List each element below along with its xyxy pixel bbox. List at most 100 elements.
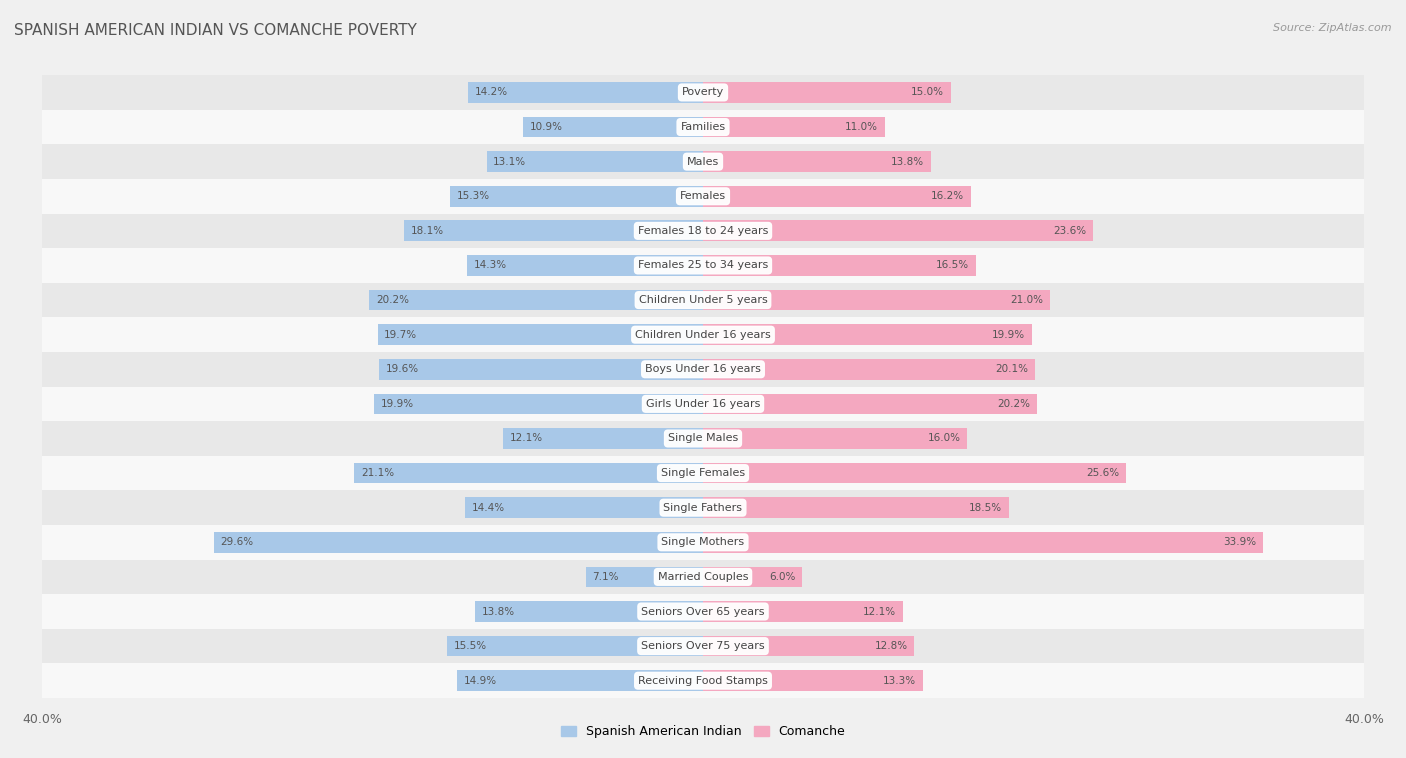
Bar	[703, 393, 1036, 415]
Text: Source: ZipAtlas.com: Source: ZipAtlas.com	[1274, 23, 1392, 33]
Bar	[42, 490, 1364, 525]
Bar	[380, 359, 703, 380]
Text: Boys Under 16 years: Boys Under 16 years	[645, 365, 761, 374]
Bar	[457, 670, 703, 691]
Text: Girls Under 16 years: Girls Under 16 years	[645, 399, 761, 409]
Bar	[42, 387, 1364, 421]
Text: 14.9%: 14.9%	[464, 675, 496, 686]
Text: 29.6%: 29.6%	[221, 537, 253, 547]
Text: 16.5%: 16.5%	[936, 261, 969, 271]
Bar	[703, 497, 1008, 518]
Text: 16.0%: 16.0%	[928, 434, 960, 443]
Text: Males: Males	[688, 157, 718, 167]
Bar	[465, 497, 703, 518]
Text: 14.2%: 14.2%	[475, 87, 508, 98]
Bar	[703, 324, 1032, 345]
Text: Single Males: Single Males	[668, 434, 738, 443]
Bar	[42, 456, 1364, 490]
Bar	[42, 629, 1364, 663]
Text: 12.1%: 12.1%	[510, 434, 543, 443]
Text: Single Females: Single Females	[661, 468, 745, 478]
Text: Females: Females	[681, 191, 725, 202]
Bar	[703, 601, 903, 622]
Text: 20.2%: 20.2%	[997, 399, 1031, 409]
Text: 23.6%: 23.6%	[1053, 226, 1087, 236]
Text: 21.0%: 21.0%	[1011, 295, 1043, 305]
Text: Children Under 5 years: Children Under 5 years	[638, 295, 768, 305]
Bar	[703, 532, 1263, 553]
Text: 19.9%: 19.9%	[993, 330, 1025, 340]
Bar	[703, 428, 967, 449]
Bar	[703, 359, 1035, 380]
Bar	[42, 110, 1364, 144]
Bar	[450, 186, 703, 207]
Bar	[703, 462, 1126, 484]
Bar	[586, 566, 703, 587]
Bar	[214, 532, 703, 553]
Text: 15.3%: 15.3%	[457, 191, 489, 202]
Bar	[467, 255, 703, 276]
Text: Seniors Over 75 years: Seniors Over 75 years	[641, 641, 765, 651]
Text: Females 25 to 34 years: Females 25 to 34 years	[638, 261, 768, 271]
Text: 10.9%: 10.9%	[530, 122, 562, 132]
Bar	[42, 594, 1364, 629]
Text: Married Couples: Married Couples	[658, 572, 748, 582]
Text: Families: Families	[681, 122, 725, 132]
Text: 13.8%: 13.8%	[482, 606, 515, 616]
Text: 13.1%: 13.1%	[494, 157, 526, 167]
Text: 15.5%: 15.5%	[454, 641, 486, 651]
Text: 33.9%: 33.9%	[1223, 537, 1257, 547]
Bar	[703, 186, 970, 207]
Text: 12.1%: 12.1%	[863, 606, 896, 616]
Bar	[503, 428, 703, 449]
Bar	[378, 324, 703, 345]
Text: Poverty: Poverty	[682, 87, 724, 98]
Text: 21.1%: 21.1%	[361, 468, 394, 478]
Bar	[42, 75, 1364, 110]
Text: 15.0%: 15.0%	[911, 87, 945, 98]
Bar	[523, 117, 703, 137]
Bar	[703, 670, 922, 691]
Bar	[703, 152, 931, 172]
Text: 14.4%: 14.4%	[471, 503, 505, 512]
Text: 12.8%: 12.8%	[875, 641, 908, 651]
Text: SPANISH AMERICAN INDIAN VS COMANCHE POVERTY: SPANISH AMERICAN INDIAN VS COMANCHE POVE…	[14, 23, 418, 38]
Text: 18.5%: 18.5%	[969, 503, 1002, 512]
Text: 25.6%: 25.6%	[1087, 468, 1119, 478]
Text: 19.7%: 19.7%	[384, 330, 418, 340]
Bar	[42, 179, 1364, 214]
Bar	[475, 601, 703, 622]
Text: 13.3%: 13.3%	[883, 675, 917, 686]
Bar	[703, 221, 1092, 241]
Text: Single Fathers: Single Fathers	[664, 503, 742, 512]
Bar	[703, 82, 950, 103]
Legend: Spanish American Indian, Comanche: Spanish American Indian, Comanche	[555, 720, 851, 744]
Text: 11.0%: 11.0%	[845, 122, 879, 132]
Text: 7.1%: 7.1%	[592, 572, 619, 582]
Bar	[42, 318, 1364, 352]
Bar	[404, 221, 703, 241]
Text: 20.1%: 20.1%	[995, 365, 1028, 374]
Bar	[703, 566, 801, 587]
Bar	[42, 421, 1364, 456]
Bar	[374, 393, 703, 415]
Bar	[486, 152, 703, 172]
Text: Receiving Food Stamps: Receiving Food Stamps	[638, 675, 768, 686]
Bar	[42, 144, 1364, 179]
Text: 19.9%: 19.9%	[381, 399, 413, 409]
Bar	[703, 117, 884, 137]
Bar	[370, 290, 703, 311]
Bar	[468, 82, 703, 103]
Bar	[42, 214, 1364, 248]
Bar	[703, 290, 1050, 311]
Text: 16.2%: 16.2%	[931, 191, 965, 202]
Text: Children Under 16 years: Children Under 16 years	[636, 330, 770, 340]
Text: 6.0%: 6.0%	[769, 572, 796, 582]
Bar	[42, 352, 1364, 387]
Bar	[42, 663, 1364, 698]
Bar	[42, 559, 1364, 594]
Bar	[42, 248, 1364, 283]
Bar	[703, 636, 914, 656]
Text: 20.2%: 20.2%	[375, 295, 409, 305]
Text: 18.1%: 18.1%	[411, 226, 444, 236]
